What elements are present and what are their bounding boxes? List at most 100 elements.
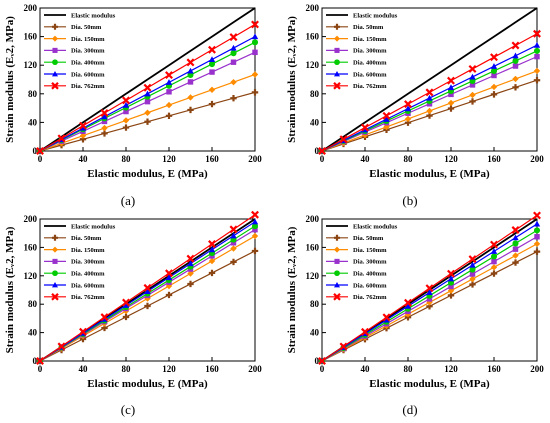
data-point <box>512 84 519 91</box>
data-point <box>491 258 497 265</box>
y-axis-title: Strain modulus (Eᵥ2, MPa) <box>286 226 298 353</box>
data-point <box>166 89 172 95</box>
series-0 <box>321 7 538 152</box>
data-point <box>469 91 476 99</box>
series-1 <box>36 89 259 155</box>
data-point <box>230 258 237 266</box>
data-point <box>512 234 519 241</box>
data-point <box>101 124 108 132</box>
x-tick-label: 80 <box>404 364 414 374</box>
legend-marker <box>334 59 340 66</box>
data-point <box>208 45 216 54</box>
legend-entry: Dia. 50mm <box>71 24 102 31</box>
data-point <box>230 59 237 65</box>
data-point <box>447 105 455 112</box>
data-point <box>144 90 151 97</box>
data-point <box>230 78 237 86</box>
data-point <box>165 112 173 120</box>
legend-marker <box>52 71 58 77</box>
y-tick-label: 40 <box>310 117 320 127</box>
data-point <box>512 259 519 266</box>
data-point <box>490 53 498 62</box>
data-point <box>144 118 151 125</box>
legend-entry: Dia. 600mm <box>353 71 387 78</box>
y-axis-title: Strain modulus (Eᵥ2, MPa) <box>4 16 16 143</box>
data-point <box>208 56 216 63</box>
x-tick-label: 40 <box>79 364 89 374</box>
data-point <box>511 226 520 234</box>
legend-marker <box>334 35 340 42</box>
legend-marker <box>334 47 340 53</box>
data-point <box>100 109 109 118</box>
series-6 <box>318 29 541 155</box>
data-point <box>318 357 326 365</box>
legend-marker <box>334 23 340 30</box>
chart-panel-3: 0 40 80 120 160 200 0 40 80 120 160 200 Elastic modu… <box>4 210 262 390</box>
x-tick-label: 80 <box>122 364 132 374</box>
data-point <box>57 342 66 351</box>
chart-panel-2: 0 40 80 120 160 200 0 40 80 120 160 200 Elastic modu… <box>286 3 544 180</box>
data-point <box>382 313 391 322</box>
data-point <box>469 98 476 105</box>
data-point <box>251 71 259 78</box>
y-tick-label: 80 <box>28 89 38 99</box>
y-tick-label: 80 <box>28 299 38 309</box>
data-point <box>512 75 519 83</box>
legend-entry: Dia. 600mm <box>71 282 105 289</box>
data-point <box>251 33 259 40</box>
data-point <box>251 89 259 96</box>
data-point <box>187 270 194 277</box>
data-point <box>469 73 476 80</box>
legend-marker <box>333 82 341 90</box>
data-point <box>230 240 237 246</box>
plot-frame <box>321 218 538 362</box>
legend-marker <box>52 47 58 53</box>
x-tick-label: 40 <box>361 154 371 164</box>
y-tick-label: 120 <box>24 271 38 281</box>
legend-marker <box>334 246 340 253</box>
series-5 <box>318 41 541 154</box>
data-point <box>491 72 497 79</box>
x-tick-label: 160 <box>205 364 219 374</box>
x-tick-label: 80 <box>122 154 132 164</box>
x-tick-label: 200 <box>530 154 544 164</box>
legend-entry: Dia. 400mm <box>71 271 105 278</box>
data-point <box>165 71 173 80</box>
legend: Elastic modulus Dia. 50mm Dia. 150mm Dia. 3… <box>326 223 398 301</box>
x-axis-title: Elastic modulus, E (MPa) <box>369 168 490 180</box>
panel-label: (d) <box>402 402 417 417</box>
legend-marker <box>52 258 58 264</box>
series-6 <box>36 210 259 365</box>
series-1 <box>318 77 541 155</box>
series-6 <box>36 20 259 155</box>
plot-frame <box>39 7 256 152</box>
data-point <box>57 134 66 143</box>
legend-marker <box>52 270 58 277</box>
y-tick-label: 200 <box>24 3 38 13</box>
series-2 <box>36 71 259 155</box>
data-point <box>534 234 540 240</box>
data-point <box>101 130 108 137</box>
data-point <box>447 84 455 91</box>
data-point <box>79 121 87 130</box>
data-point <box>101 113 108 120</box>
data-point <box>230 232 237 239</box>
data-point <box>490 83 498 91</box>
series-2 <box>318 67 541 155</box>
data-point <box>165 79 173 85</box>
data-point <box>187 280 194 288</box>
data-point <box>251 39 259 46</box>
data-point <box>490 63 498 69</box>
data-point <box>165 269 173 278</box>
data-point <box>144 288 151 294</box>
chart-panel-4: 0 40 80 120 160 200 0 40 80 120 160 200 Elastic modu… <box>286 211 544 390</box>
x-tick-label: 0 <box>320 364 325 374</box>
y-tick-label: 80 <box>310 299 320 309</box>
data-point <box>447 269 455 278</box>
y-tick-label: 40 <box>28 117 38 127</box>
data-point <box>251 247 259 255</box>
data-point <box>533 41 541 48</box>
legend-marker <box>52 282 58 288</box>
data-point <box>490 91 498 98</box>
x-axis-title: Elastic modulus, E (MPa) <box>87 168 208 180</box>
